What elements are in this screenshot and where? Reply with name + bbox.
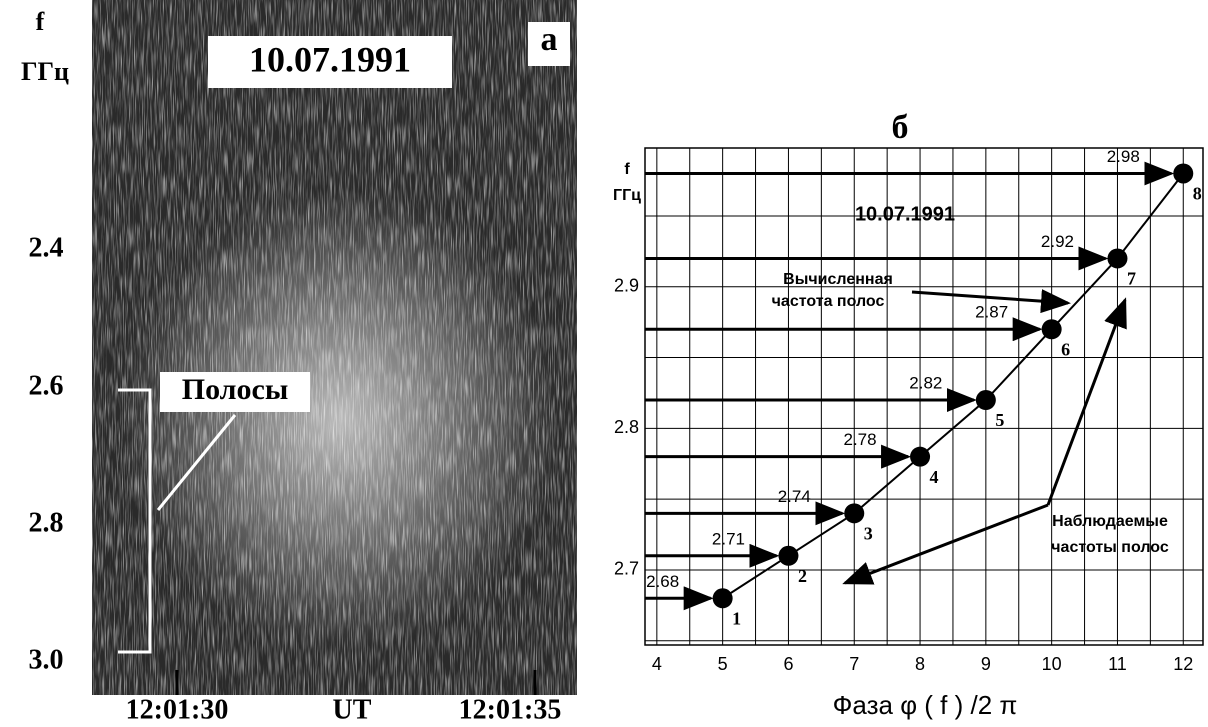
annotation: 10.07.1991 [855,203,955,225]
band-bracket [118,388,152,654]
observed-arrow [842,503,1049,585]
title-box [208,36,452,88]
x-tick-label: 10 [1042,654,1062,674]
x-tick-label: 4 [652,654,662,674]
x-tick-label: 9 [981,654,991,674]
marker [975,390,996,411]
computed-label: частота полос [772,293,885,310]
x-tick-label: 12:01:30 [126,694,229,725]
point-label: 4 [930,467,939,487]
x-label: UT [333,694,372,725]
point-label: 1 [732,608,741,628]
y-label: f [36,7,45,36]
x-tick-label: 5 [718,654,728,674]
band-label: Полосы [182,373,289,406]
marker [844,503,865,524]
y-tick-label: 2.8 [614,417,639,437]
marker [1107,248,1128,269]
value-label: 2.92 [1041,232,1074,251]
panel-b: б f ГГц 10.07.1991 Вычисленная частота п… [613,109,1204,720]
value-label: 2.87 [975,303,1008,322]
observed-label: частоты полос [1051,539,1169,556]
label-box [528,22,570,66]
value-label: 2.98 [1107,147,1140,166]
y-tick-label: 2.6 [29,370,64,401]
point-label: 7 [1127,269,1136,289]
panel-a-label: а [541,21,558,58]
observed-label: Наблюдаемые [1052,513,1168,530]
panel-a-title: 10.07.1991 [249,39,411,79]
band-arrow [156,414,237,511]
x-tick-label: 11 [1108,654,1127,674]
value-label: 2.82 [909,374,942,393]
x-tick-label: 8 [915,654,925,674]
point-label: 2 [798,566,807,586]
point-label: 5 [995,410,1004,430]
value-label: 2.71 [712,529,745,548]
computed-arrow [911,289,1071,314]
x-tick-label: 12 [1173,654,1193,674]
y-label: ГГц [21,57,69,86]
marker [1173,163,1194,184]
y-label: f [624,161,630,178]
band-box [160,372,310,412]
x-label: Фаза φ ( f ) /2 π [833,690,1018,720]
value-label: 2.68 [646,572,679,591]
x-tick-label: 12:01:35 [459,694,562,725]
marker [712,588,733,609]
y-tick-label: 2.8 [29,507,64,538]
noise [92,0,577,695]
marker [1041,319,1062,340]
y-tick-label: 2.9 [614,276,639,296]
plot-frame [644,147,1204,646]
marker [910,446,931,467]
x-tick-label: 7 [849,654,859,674]
x-tick-label: 6 [783,654,793,674]
value-label: 2.78 [844,430,877,449]
y-label: ГГц [613,187,641,204]
y-tick-label: 2.7 [614,559,639,579]
computed-label: Вычисленная [783,271,893,288]
y-tick-label: 3.0 [29,644,64,675]
point-label: 8 [1193,184,1202,204]
value-label: 2.74 [778,487,811,506]
point-label: 6 [1061,339,1070,359]
point-label: 3 [864,523,873,543]
marker [778,545,799,566]
y-tick-label: 2.4 [29,232,64,263]
chart-title: б [892,109,909,146]
observed-arrow [1046,297,1127,506]
panel-a: 10.07.1991 а f ГГц 2.4 2.6 2.8 3.0 Полос… [21,0,577,725]
